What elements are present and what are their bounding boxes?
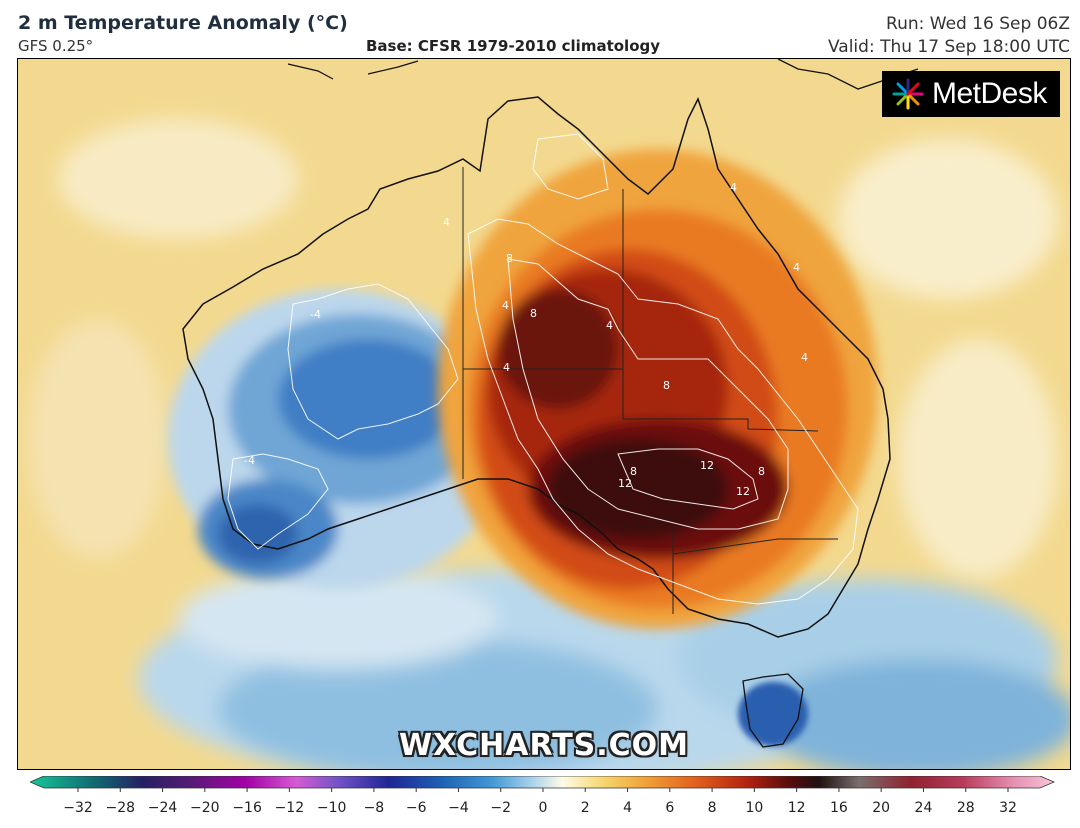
valid-time-label: Valid: Thu 17 Sep 18:00 UTC xyxy=(827,37,1070,57)
colorbar-tick-label: −2 xyxy=(490,800,511,816)
coastline-tasmania xyxy=(742,673,804,748)
map-svg: 8 8 4 4 8 4 12 12 12 8 8 4 4 4 4 -4 -4 xyxy=(18,59,1070,769)
colorbar-tick-label: 2 xyxy=(581,800,590,816)
colorbar-tick-label: 32 xyxy=(999,800,1017,816)
colour-wheel-icon xyxy=(892,78,924,110)
colorbar-tick-label: −8 xyxy=(364,800,385,816)
contour-label-8: 8 xyxy=(758,465,765,478)
colorbar-gradient xyxy=(30,776,1056,789)
colorbar-tick-label: 8 xyxy=(708,800,717,816)
contour-label-4: 4 xyxy=(503,361,510,374)
coastline-australia xyxy=(182,96,891,638)
colorbar-tick-label: 4 xyxy=(623,800,632,816)
colorbar-tick-label: −24 xyxy=(148,800,178,816)
metdesk-logo-text: MetDesk xyxy=(932,77,1047,110)
coastline-islands xyxy=(287,60,419,80)
contour-label-4: 4 xyxy=(730,181,737,194)
tasmania-cold-anomaly xyxy=(738,682,808,746)
contour-label-8: 8 xyxy=(506,252,513,265)
colorbar-tick-label: −28 xyxy=(105,800,135,816)
contour-lines xyxy=(227,133,859,605)
colorbar: −32 −28 −24 −20 −16 −12 −10 −8 −6 −4 −2 0 2 4 6 8 10 12 16… xyxy=(30,776,1056,816)
contour-label-12: 12 xyxy=(736,485,750,498)
run-time-label: Run: Wed 16 Sep 06Z xyxy=(886,14,1070,34)
contour-label-8: 8 xyxy=(630,465,637,478)
colorbar-tick-label: −4 xyxy=(448,800,469,816)
contour-label-12: 12 xyxy=(700,459,714,472)
colorbar-tick-label: 16 xyxy=(830,800,848,816)
contour-label-4: 4 xyxy=(502,299,509,312)
contour-label-8: 8 xyxy=(530,307,537,320)
colorbar-tick-label: 20 xyxy=(872,800,890,816)
chart-title: 2 m Temperature Anomaly (°C) xyxy=(18,12,348,34)
colorbar-tick-label: 12 xyxy=(788,800,806,816)
contour-labels: 8 8 4 4 8 4 12 12 12 8 8 4 4 4 4 -4 -4 xyxy=(244,181,808,498)
colorbar-ticks: −32 −28 −24 −20 −16 −12 −10 −8 −6 −4 −2 0 2 4 6 8 10 12 16… xyxy=(63,788,1017,816)
colorbar-tick-label: −20 xyxy=(190,800,220,816)
colorbar-tick-label: 6 xyxy=(665,800,674,816)
east-warm-anomaly xyxy=(438,149,878,629)
wxcharts-watermark: WXCHARTS.COM xyxy=(398,728,690,763)
colorbar-tick-label: −32 xyxy=(63,800,93,816)
colorbar-tick-label: −12 xyxy=(275,800,305,816)
contour-label-4: 4 xyxy=(793,261,800,274)
contour-label-neg4: -4 xyxy=(244,454,255,467)
colorbar-tick-label: 10 xyxy=(745,800,763,816)
southern-ocean-anomaly xyxy=(138,569,1070,769)
state-borders xyxy=(462,167,838,614)
contour-label-12: 12 xyxy=(618,477,632,490)
contour-label-8: 8 xyxy=(663,379,670,392)
base-climatology-label: Base: CFSR 1979-2010 climatology xyxy=(366,37,661,55)
contour-label-4: 4 xyxy=(443,216,450,229)
colorbar-tick-label: −6 xyxy=(406,800,427,816)
colorbar-tick-label: −16 xyxy=(232,800,262,816)
colorbar-tick-label: 24 xyxy=(915,800,933,816)
colorbar-tick-label: −10 xyxy=(317,800,347,816)
contour-label-4: 4 xyxy=(606,319,613,332)
model-label: GFS 0.25° xyxy=(18,37,94,55)
pale-patches xyxy=(28,119,1058,579)
anomaly-map[interactable]: 8 8 4 4 8 4 12 12 12 8 8 4 4 4 4 -4 -4 xyxy=(17,58,1071,770)
colorbar-tick-label: 28 xyxy=(957,800,975,816)
metdesk-logo: MetDesk xyxy=(882,71,1060,117)
colorbar-tick-label: 0 xyxy=(539,800,548,816)
contour-label-4: 4 xyxy=(801,351,808,364)
contour-label-neg4: -4 xyxy=(310,308,321,321)
